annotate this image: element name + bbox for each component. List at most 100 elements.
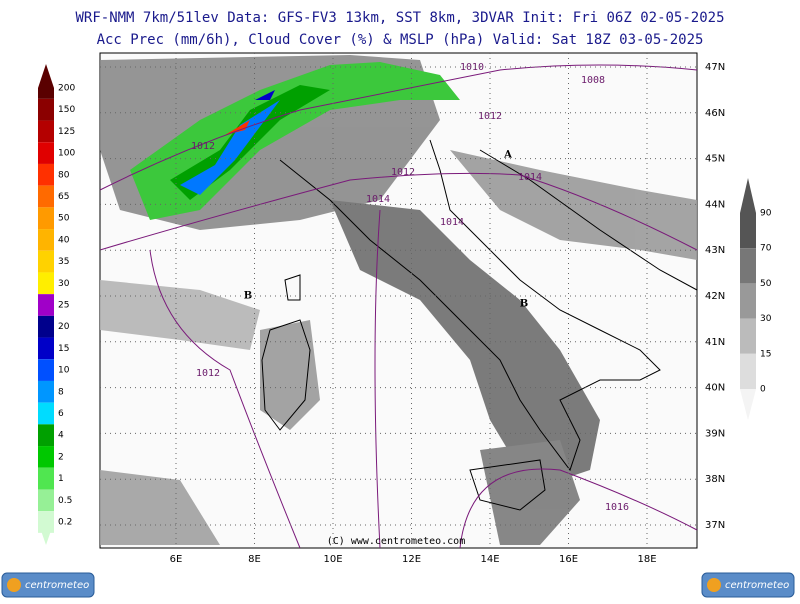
logo-text: centrometeo bbox=[725, 580, 789, 591]
header-line: Acc Prec (mm/6h), Cloud Cover (%) & MSLP… bbox=[97, 32, 704, 48]
lat-label: 42N bbox=[705, 291, 725, 302]
color-swatch bbox=[38, 120, 54, 143]
scale-label: 8 bbox=[58, 387, 64, 397]
color-swatch bbox=[38, 272, 54, 295]
color-swatch bbox=[38, 380, 54, 403]
logo[interactable]: centrometeo bbox=[701, 572, 795, 598]
isobar-label: 1012 bbox=[191, 141, 215, 152]
color-swatch bbox=[38, 250, 54, 273]
scale-label: 100 bbox=[58, 149, 75, 159]
color-swatch bbox=[38, 294, 54, 316]
lat-label: 38N bbox=[705, 474, 725, 485]
isobar-label: 1016 bbox=[605, 502, 629, 513]
lat-label: 46N bbox=[705, 108, 725, 119]
scale-label: 30 bbox=[760, 314, 772, 324]
isobar-labels: 1010 1008 1012 1012 1012 1014 1014 1014 1012 1016 bbox=[191, 62, 629, 513]
color-swatch bbox=[38, 359, 54, 381]
isobar-label: 1012 bbox=[196, 368, 220, 379]
scale-label: 4 bbox=[58, 431, 64, 441]
lat-label: 40N bbox=[705, 383, 725, 394]
lat-label: 43N bbox=[705, 245, 725, 256]
scale-label: 0.5 bbox=[58, 496, 72, 506]
color-swatch bbox=[38, 88, 54, 99]
colorbar-arrow bbox=[740, 178, 756, 213]
color-swatch bbox=[740, 213, 756, 249]
scale-label: 40 bbox=[58, 235, 70, 245]
scale-label: 0 bbox=[760, 385, 766, 395]
lat-label: 39N bbox=[705, 428, 725, 439]
lon-label: 16E bbox=[559, 554, 578, 565]
scale-label: 50 bbox=[58, 214, 70, 224]
scale-label: 30 bbox=[58, 279, 70, 289]
colorbar-arrow bbox=[38, 522, 54, 545]
scale-label: 10 bbox=[58, 366, 70, 376]
logo[interactable]: centrometeo bbox=[1, 572, 95, 598]
pressure-centers: A B B bbox=[244, 150, 528, 310]
color-swatch bbox=[38, 424, 54, 447]
isobar-label: 1014 bbox=[366, 194, 390, 205]
scale-label: 70 bbox=[760, 244, 772, 254]
map bbox=[99, 52, 698, 549]
scale-label: 65 bbox=[58, 192, 69, 202]
color-swatch bbox=[38, 185, 54, 208]
lon-label: 8E bbox=[248, 554, 261, 565]
lon-label: 6E bbox=[170, 554, 183, 565]
pressure-center: B bbox=[520, 299, 528, 310]
color-swatch bbox=[740, 248, 756, 284]
isobar-label: 1010 bbox=[460, 62, 484, 73]
cloud-colorbar: 90 70 50 30 15 0 bbox=[740, 178, 772, 420]
scale-label: 200 bbox=[58, 84, 75, 94]
color-swatch bbox=[38, 98, 54, 121]
credit: (C) www.centrometeo.com bbox=[327, 536, 465, 547]
header-line: WRF-NMM 7km/51lev Data: GFS-FV3 13km, SS… bbox=[75, 10, 724, 26]
scale-label: 90 bbox=[760, 209, 772, 219]
isobar-label: 1014 bbox=[518, 172, 542, 183]
isobar-label: 1012 bbox=[478, 111, 502, 122]
color-swatch bbox=[38, 467, 54, 490]
lon-label: 10E bbox=[323, 554, 342, 565]
scale-label: 80 bbox=[58, 170, 70, 180]
pressure-center: A bbox=[503, 150, 512, 161]
color-swatch bbox=[740, 283, 756, 319]
color-swatch bbox=[38, 402, 54, 425]
logo-text: centrometeo bbox=[25, 580, 89, 591]
isobar-label: 1008 bbox=[581, 75, 605, 86]
color-swatch bbox=[38, 489, 54, 512]
isobar-label: 1014 bbox=[440, 217, 464, 228]
color-swatch bbox=[38, 446, 54, 468]
scale-label: 125 bbox=[58, 127, 75, 137]
lat-label: 37N bbox=[705, 520, 725, 531]
color-swatch bbox=[38, 337, 54, 360]
lat-labels: 47N 46N 45N 44N 43N 42N 41N 40N 39N 38N 37N bbox=[100, 62, 725, 531]
precip-colorbar: 200 150 125 100 80 65 50 40 35 30 25 20 15 10 8 6 4 2 1 0.5… bbox=[38, 64, 75, 545]
scale-label: 2 bbox=[58, 452, 64, 462]
color-swatch bbox=[38, 142, 54, 164]
lon-label: 12E bbox=[402, 554, 421, 565]
lat-label: 41N bbox=[705, 337, 725, 348]
lat-label: 47N bbox=[705, 62, 725, 73]
isobar-label: 1012 bbox=[391, 167, 415, 178]
color-swatch bbox=[38, 229, 54, 251]
colorbar-arrow bbox=[740, 389, 756, 420]
scale-label: 50 bbox=[760, 279, 772, 289]
pressure-center: B bbox=[244, 291, 252, 302]
scale-label: 1 bbox=[58, 474, 64, 484]
lon-label: 14E bbox=[480, 554, 499, 565]
scale-label: 150 bbox=[58, 105, 75, 115]
scale-label: 25 bbox=[58, 301, 69, 311]
lon-label: 18E bbox=[637, 554, 656, 565]
scale-label: 35 bbox=[58, 257, 69, 267]
scale-label: 0.2 bbox=[58, 518, 72, 528]
color-swatch bbox=[38, 315, 54, 338]
scale-label: 15 bbox=[760, 349, 771, 359]
color-swatch bbox=[740, 318, 756, 354]
lon-labels: 6E 8E 10E 12E 14E 16E 18E bbox=[170, 53, 657, 565]
scale-label: 6 bbox=[58, 409, 64, 419]
lat-label: 45N bbox=[705, 154, 725, 165]
scale-label: 15 bbox=[58, 344, 69, 354]
color-swatch bbox=[38, 163, 54, 186]
lat-label: 44N bbox=[705, 199, 725, 210]
color-swatch bbox=[740, 353, 756, 389]
color-swatch bbox=[38, 207, 54, 230]
